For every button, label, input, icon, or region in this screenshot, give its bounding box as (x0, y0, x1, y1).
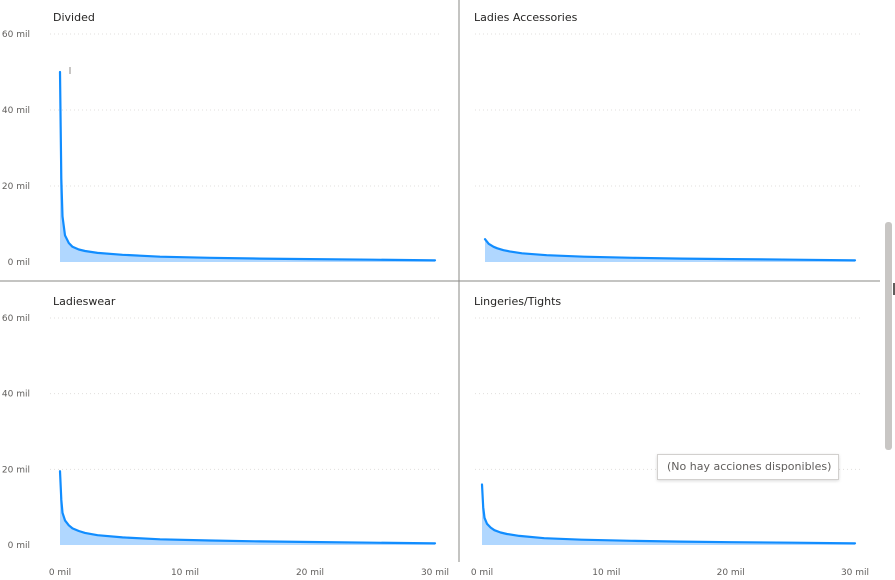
y-tick-label: 20 mil (2, 465, 30, 475)
x-tick-label: 0 mil (49, 568, 71, 578)
x-tick-label: 20 mil (717, 568, 745, 578)
panel-title-2: Ladieswear (53, 295, 116, 308)
series-area-2 (60, 471, 435, 545)
series-area-1 (485, 239, 855, 262)
panel-title-3: Lingeries/Tights (474, 295, 561, 308)
series-line-1 (483, 238, 857, 262)
y-tick-label: 0 mil (8, 258, 30, 268)
x-tick-label: 20 mil (296, 568, 324, 578)
x-tick-label: 30 mil (841, 568, 869, 578)
y-tick-label: 20 mil (2, 182, 30, 192)
panel-title-1: Ladies Accessories (474, 11, 578, 24)
x-tick-label: 10 mil (592, 568, 620, 578)
y-tick-label: 40 mil (2, 106, 30, 116)
series-line-2 (58, 470, 437, 545)
series-line-3 (480, 483, 857, 545)
y-tick-label: 0 mil (8, 541, 30, 551)
y-tick-label: 60 mil (2, 30, 30, 40)
vertical-scrollbar[interactable] (885, 222, 892, 450)
series-line-0 (58, 70, 437, 262)
y-tick-label: 40 mil (2, 390, 30, 400)
x-tick-label: 10 mil (171, 568, 199, 578)
x-tick-label: 0 mil (471, 568, 493, 578)
panel-title-0: Divided (53, 11, 95, 24)
y-tick-label: 60 mil (2, 314, 30, 324)
selection-mark (69, 67, 71, 74)
no-actions-tooltip: (No hay acciones disponibles) (657, 454, 839, 480)
x-tick-label: 30 mil (421, 568, 449, 578)
series-area-3 (482, 484, 855, 545)
scroll-position-marker (893, 283, 895, 295)
series-area-0 (60, 72, 435, 262)
